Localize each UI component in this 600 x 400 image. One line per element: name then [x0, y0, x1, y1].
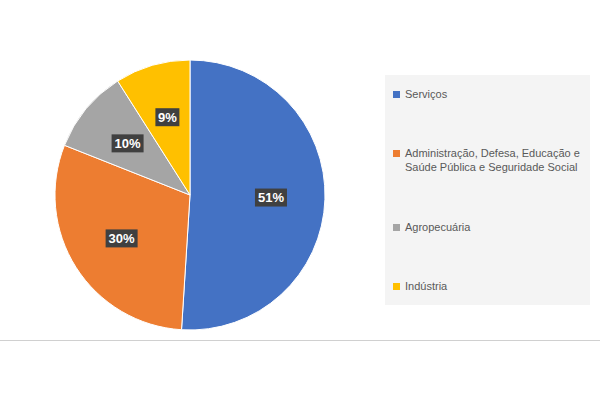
html-text:Serviços: Serviços: [405, 88, 448, 100]
svg-text:30%: 30%: [109, 231, 135, 246]
svg-text:9%: 9%: [158, 110, 177, 125]
svg-text:10%: 10%: [115, 136, 141, 151]
svg-text:51%: 51%: [258, 190, 284, 205]
html-text:Agropecuária: Agropecuária: [405, 220, 471, 233]
html-text:Administração, Defesa, Educaçã: Administração, Defesa, Educação e Saúde …: [405, 147, 580, 174]
html-text:Indústria: Indústria: [405, 280, 448, 292]
